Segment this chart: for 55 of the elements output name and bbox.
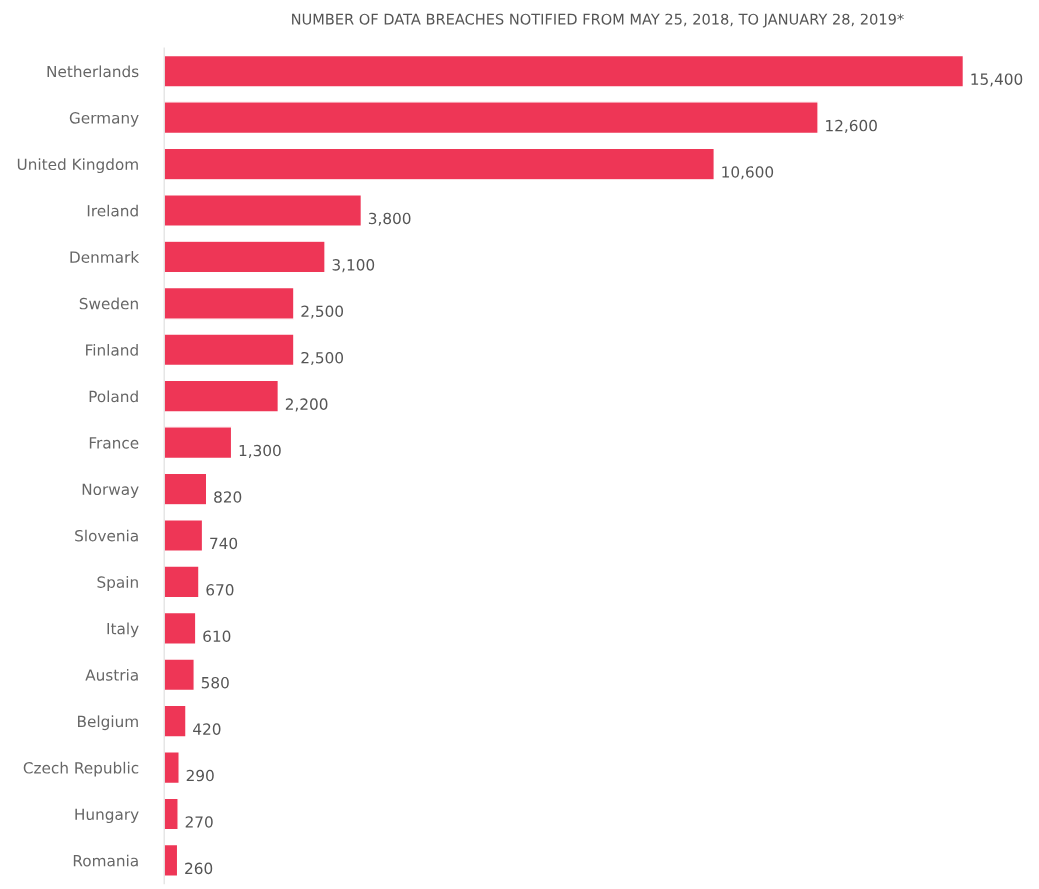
data-label: 10,600	[722, 166, 774, 180]
bar	[164, 704, 187, 738]
y-tick-label: Norway	[82, 483, 139, 499]
y-tick-label: Germany	[69, 112, 139, 127]
chart-title: NUMBER OF DATA BREACHES NOTIFIED FROM MAY 25, 2018, TO JANUARY 28, 2019*	[292, 13, 904, 28]
y-tick-label: Hungary	[75, 808, 139, 824]
bar	[164, 658, 195, 692]
y-tick-label: Romania	[73, 854, 138, 867]
y-tick-label: Denmark	[70, 251, 140, 263]
bar	[164, 472, 208, 506]
y-tick-label: Austria	[85, 668, 138, 681]
bar	[164, 333, 295, 367]
data-label: 2,200	[285, 398, 328, 412]
y-tick-label: United Kingdom	[17, 158, 138, 174]
bar	[164, 751, 180, 785]
data-label: 1,300	[239, 444, 281, 458]
bar	[164, 518, 204, 552]
data-label: 12,600	[826, 119, 877, 133]
bar	[164, 286, 295, 320]
bar	[164, 379, 280, 413]
y-tick-label: Netherlands	[47, 65, 139, 78]
bar	[164, 240, 326, 274]
bar	[164, 843, 179, 877]
y-tick-label: Belgium	[78, 715, 138, 731]
y-tick-label: Slovenia	[75, 529, 138, 542]
data-label: 2,500	[301, 305, 344, 319]
data-label: 3,800	[368, 212, 411, 226]
bar	[164, 611, 197, 645]
data-label: 15,400	[971, 73, 1023, 87]
y-tick-label: France	[89, 437, 139, 449]
data-label: 260	[185, 862, 213, 875]
y-tick-label: Finland	[86, 343, 138, 356]
y-tick-label: Czech Republic	[23, 761, 139, 777]
bar	[164, 426, 233, 460]
data-label: 270	[185, 816, 213, 828]
data-label: 670	[206, 584, 234, 596]
bar	[164, 147, 715, 181]
data-label: 610	[203, 630, 231, 643]
data-label: 820	[214, 491, 242, 503]
y-tick-label: Poland	[89, 390, 138, 403]
y-tick-label: Sweden	[79, 297, 138, 310]
data-label: 740	[210, 537, 238, 550]
bar	[164, 797, 179, 831]
data-label: 2,500	[301, 351, 344, 366]
bar	[164, 565, 200, 599]
data-label: 290	[186, 769, 214, 782]
data-label: 580	[201, 676, 229, 689]
y-tick-label: Ireland	[87, 204, 138, 217]
bar	[164, 101, 819, 135]
bar	[164, 194, 363, 227]
bar	[164, 54, 965, 88]
data-label: 3,100	[332, 259, 375, 273]
y-tick-label: Spain	[97, 576, 138, 591]
y-tick-label: Italy	[107, 622, 139, 638]
data-label: 420	[193, 723, 221, 735]
